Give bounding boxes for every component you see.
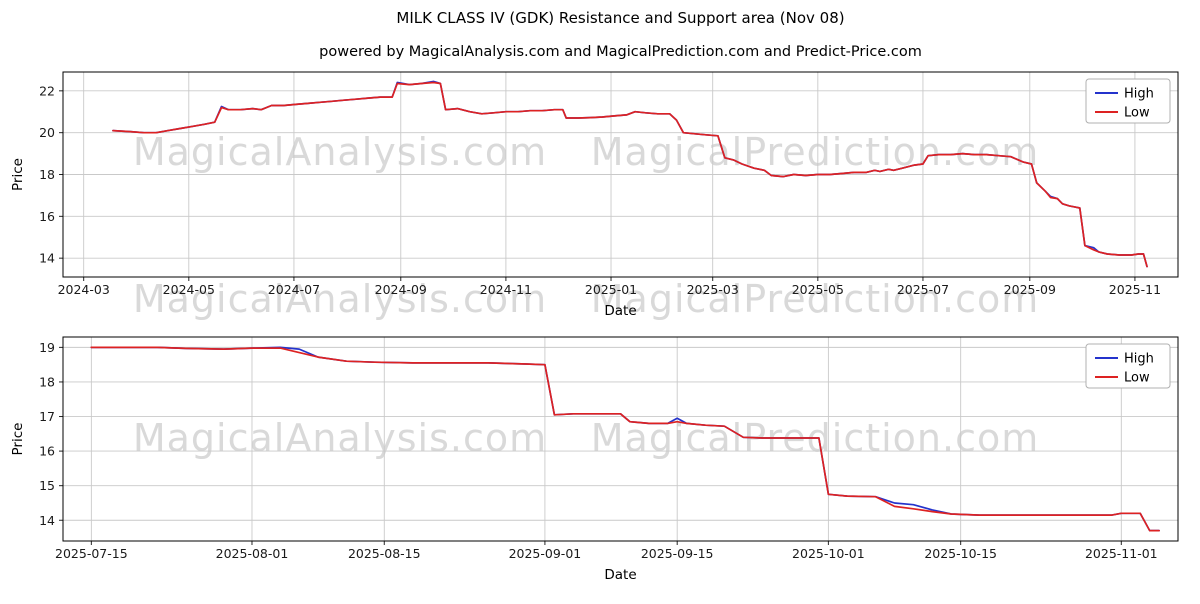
- svg-text:2025-09: 2025-09: [1004, 282, 1056, 297]
- svg-text:Price: Price: [10, 158, 26, 191]
- svg-text:2025-03: 2025-03: [687, 282, 739, 297]
- svg-text:Low: Low: [1124, 371, 1150, 386]
- svg-text:2024-07: 2024-07: [268, 282, 320, 297]
- svg-text:20: 20: [39, 125, 55, 140]
- svg-text:High: High: [1124, 87, 1154, 102]
- svg-text:14: 14: [39, 251, 55, 266]
- svg-text:18: 18: [39, 167, 55, 182]
- recent-price-chart: 2025-07-15 2025-08-01 2025-08-15 2025-09-01…: [0, 325, 1200, 600]
- svg-text:14: 14: [39, 513, 55, 528]
- svg-text:2025-01: 2025-01: [585, 282, 637, 297]
- line-chart-canvas: 2024-03 2024-05 2024-07 2024-09 2024-11 2025-…: [10, 71, 1179, 319]
- svg-text:2025-11: 2025-11: [1109, 282, 1161, 297]
- svg-text:2025-05: 2025-05: [792, 282, 844, 297]
- svg-text:19: 19: [39, 340, 55, 355]
- svg-text:2025-07: 2025-07: [897, 282, 949, 297]
- line-chart-canvas: 2025-07-15 2025-08-01 2025-08-15 2025-09-01…: [10, 336, 1179, 583]
- svg-text:2025-11-01: 2025-11-01: [1085, 546, 1158, 561]
- svg-text:2025-07-15: 2025-07-15: [55, 546, 128, 561]
- svg-text:18: 18: [39, 374, 55, 389]
- svg-text:High: High: [1124, 352, 1154, 367]
- svg-text:2025-09-01: 2025-09-01: [509, 546, 582, 561]
- svg-text:Low: Low: [1124, 106, 1150, 121]
- svg-text:15: 15: [39, 478, 55, 493]
- svg-text:2025-10-15: 2025-10-15: [924, 546, 997, 561]
- svg-text:16: 16: [39, 209, 55, 224]
- svg-text:17: 17: [39, 409, 55, 424]
- svg-text:2025-08-01: 2025-08-01: [216, 546, 289, 561]
- svg-text:2024-05: 2024-05: [163, 282, 215, 297]
- svg-text:16: 16: [39, 444, 55, 459]
- price-history-chart: 2024-03 2024-05 2024-07 2024-09 2024-11 2025-…: [0, 55, 1200, 320]
- chart-subtitle: powered by MagicalAnalysis.com and Magic…: [319, 44, 922, 60]
- svg-text:2025-08-15: 2025-08-15: [348, 546, 421, 561]
- svg-text:Date: Date: [604, 303, 636, 319]
- svg-text:22: 22: [39, 83, 55, 98]
- svg-text:Price: Price: [10, 423, 26, 456]
- svg-text:2024-11: 2024-11: [480, 282, 532, 297]
- svg-text:2025-10-01: 2025-10-01: [792, 546, 865, 561]
- svg-text:2025-09-15: 2025-09-15: [641, 546, 714, 561]
- svg-text:2024-09: 2024-09: [375, 282, 427, 297]
- chart-title: MILK CLASS IV (GDK) Resistance and Suppo…: [396, 9, 845, 27]
- svg-text:2024-03: 2024-03: [58, 282, 110, 297]
- svg-text:Date: Date: [604, 567, 636, 583]
